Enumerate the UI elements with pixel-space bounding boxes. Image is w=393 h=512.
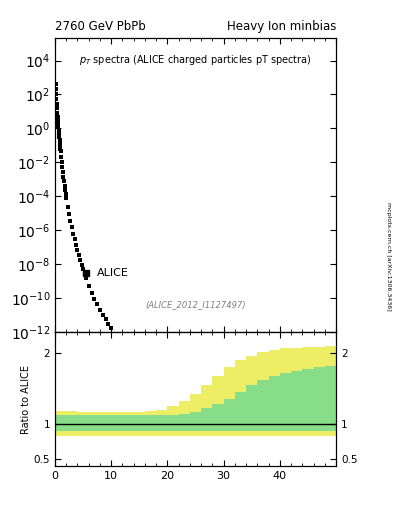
Text: Heavy Ion minbias: Heavy Ion minbias: [227, 20, 336, 33]
Y-axis label: Ratio to ALICE: Ratio to ALICE: [21, 365, 31, 434]
Text: mcplots.cern.ch [arXiv:1306.3436]: mcplots.cern.ch [arXiv:1306.3436]: [386, 202, 391, 310]
Text: 2760 GeV PbPb: 2760 GeV PbPb: [55, 20, 146, 33]
Text: (ALICE_2012_I1127497): (ALICE_2012_I1127497): [145, 300, 246, 309]
Text: ALICE: ALICE: [97, 268, 129, 278]
Text: $p_T$ spectra (ALICE charged particles pT spectra): $p_T$ spectra (ALICE charged particles p…: [79, 53, 312, 67]
